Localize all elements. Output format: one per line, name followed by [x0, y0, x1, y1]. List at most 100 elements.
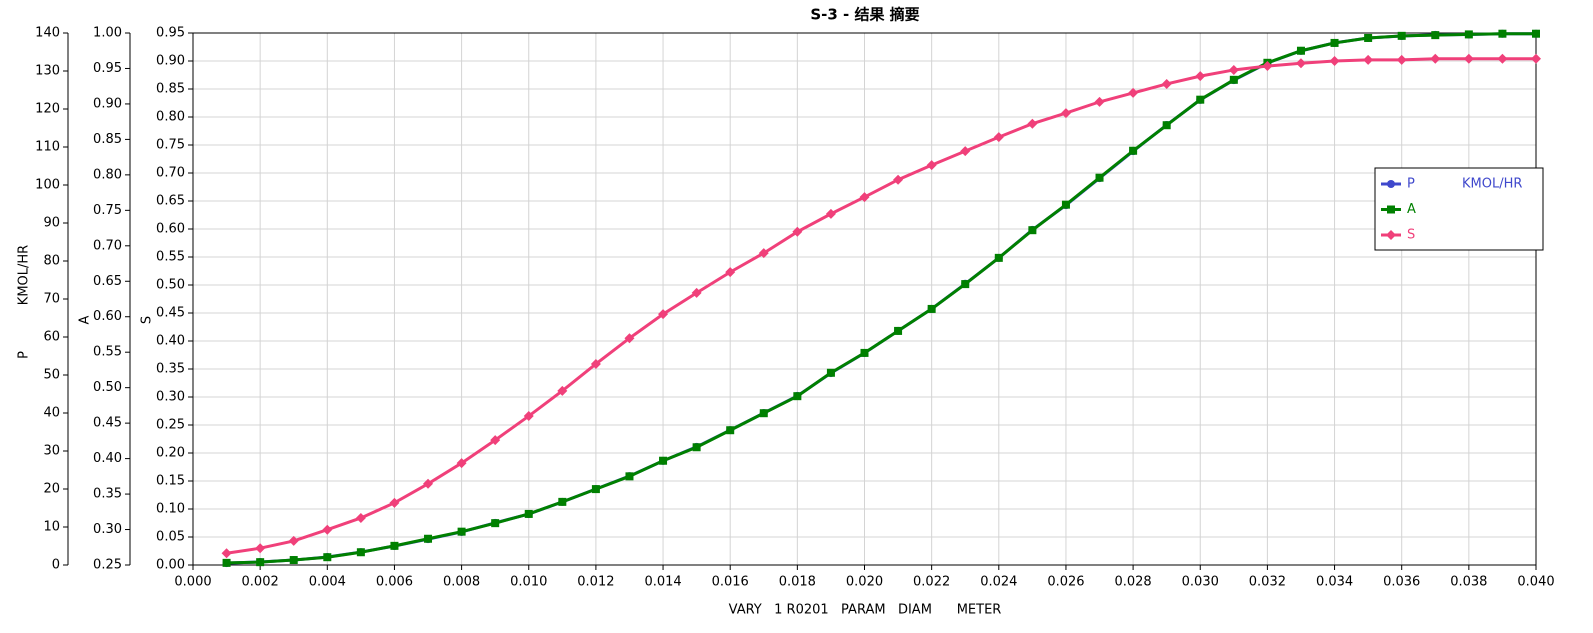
- x-tick-label: 0.026: [1047, 575, 1084, 590]
- y-tick-label: 90: [43, 216, 60, 231]
- point: [1330, 38, 1339, 47]
- point: [1397, 31, 1406, 40]
- point: [558, 497, 567, 506]
- point: [591, 485, 600, 494]
- legend-marker: [1387, 205, 1395, 214]
- point: [1396, 54, 1407, 65]
- point: [1463, 53, 1474, 64]
- point: [423, 478, 434, 489]
- series-line: [226, 32, 1536, 565]
- point: [825, 208, 836, 219]
- point: [893, 174, 904, 185]
- x-tick-label: 0.014: [644, 575, 681, 590]
- point: [961, 280, 970, 289]
- series-line: [226, 57, 1536, 555]
- y3-tick-label: 0.50: [156, 278, 185, 293]
- point: [322, 524, 333, 535]
- y3-tick-label: 0.90: [156, 54, 185, 69]
- legend-label: P: [1407, 177, 1415, 192]
- point: [289, 556, 298, 565]
- point: [355, 512, 366, 523]
- y3-tick-label: 0.05: [156, 530, 185, 545]
- y2-tick-label: 1.00: [93, 26, 122, 41]
- point: [1228, 64, 1239, 75]
- x-tick-label: 0.000: [174, 575, 211, 590]
- y-tick-label: 120: [35, 102, 60, 117]
- point: [1531, 53, 1541, 64]
- y-tick-label: 60: [43, 330, 60, 345]
- y2-tick-label: 0.50: [93, 380, 122, 395]
- x-axis-label: VARY 1 R0201 PARAM DIAM METER: [729, 603, 1002, 618]
- y3-tick-label: 0.55: [156, 250, 185, 265]
- x-tick-label: 0.030: [1182, 575, 1219, 590]
- point: [625, 472, 634, 481]
- y2-tick-label: 0.40: [93, 451, 122, 466]
- x-tick-label: 0.024: [980, 575, 1017, 590]
- y2-tick-label: 0.80: [93, 167, 122, 182]
- y-axis-unit: KMOL/HR: [17, 245, 32, 305]
- point: [1128, 87, 1139, 98]
- point: [926, 160, 937, 171]
- y3-axis-label: S: [140, 316, 155, 324]
- point: [356, 548, 365, 557]
- y2-axis-label: A: [78, 315, 93, 324]
- y-tick-label: 100: [35, 178, 60, 193]
- point: [390, 541, 399, 550]
- y3-tick-label: 0.65: [156, 194, 185, 209]
- x-tick-label: 0.022: [913, 575, 950, 590]
- y3-tick-label: 0.40: [156, 334, 185, 349]
- y-tick-label: 40: [43, 406, 60, 421]
- y3-tick-label: 0.75: [156, 138, 185, 153]
- x-tick-label: 0.036: [1383, 575, 1420, 590]
- y-axis-label: P: [17, 351, 32, 359]
- y2-tick-label: 0.75: [93, 203, 122, 218]
- x-tick-label: 0.032: [1249, 575, 1286, 590]
- point: [691, 287, 702, 298]
- point: [1497, 53, 1508, 64]
- y3-tick-label: 0.00: [156, 558, 185, 573]
- point: [894, 326, 903, 335]
- y2-tick-label: 0.60: [93, 309, 122, 324]
- point: [1430, 53, 1441, 64]
- point: [456, 458, 467, 469]
- point: [758, 248, 769, 259]
- y3-tick-label: 0.70: [156, 166, 185, 181]
- x-tick-label: 0.002: [242, 575, 279, 590]
- point: [659, 456, 668, 465]
- point: [490, 435, 501, 446]
- legend-unit: KMOL/HR: [1462, 177, 1522, 192]
- point: [927, 304, 936, 313]
- point: [859, 192, 870, 203]
- y3-tick-label: 0.35: [156, 362, 185, 377]
- point: [557, 385, 568, 396]
- chart-title: S-3 - 结果 摘要: [810, 6, 919, 24]
- point: [1364, 33, 1373, 42]
- point: [1061, 200, 1070, 209]
- y2-tick-label: 0.55: [93, 345, 122, 360]
- y3-tick-label: 0.60: [156, 222, 185, 237]
- point: [1464, 30, 1473, 39]
- y-tick-label: 30: [43, 444, 60, 459]
- x-tick-label: 0.006: [376, 575, 413, 590]
- x-tick-label: 0.018: [779, 575, 816, 590]
- point: [389, 497, 400, 508]
- point: [1498, 29, 1507, 38]
- x-tick-label: 0.034: [1316, 575, 1353, 590]
- point: [1229, 75, 1238, 84]
- point: [993, 132, 1004, 143]
- point: [221, 548, 232, 559]
- point: [994, 253, 1003, 262]
- point: [523, 411, 534, 422]
- point: [1295, 58, 1306, 69]
- y-tick-label: 130: [35, 64, 60, 79]
- point: [1028, 226, 1037, 235]
- y3-tick-label: 0.95: [156, 26, 185, 41]
- point: [792, 226, 803, 237]
- point: [1196, 95, 1205, 104]
- y3-tick-label: 0.45: [156, 306, 185, 321]
- legend-box: [1374, 167, 1544, 251]
- y3-tick-label: 0.80: [156, 110, 185, 125]
- point: [658, 309, 669, 320]
- y2-tick-label: 0.90: [93, 96, 122, 111]
